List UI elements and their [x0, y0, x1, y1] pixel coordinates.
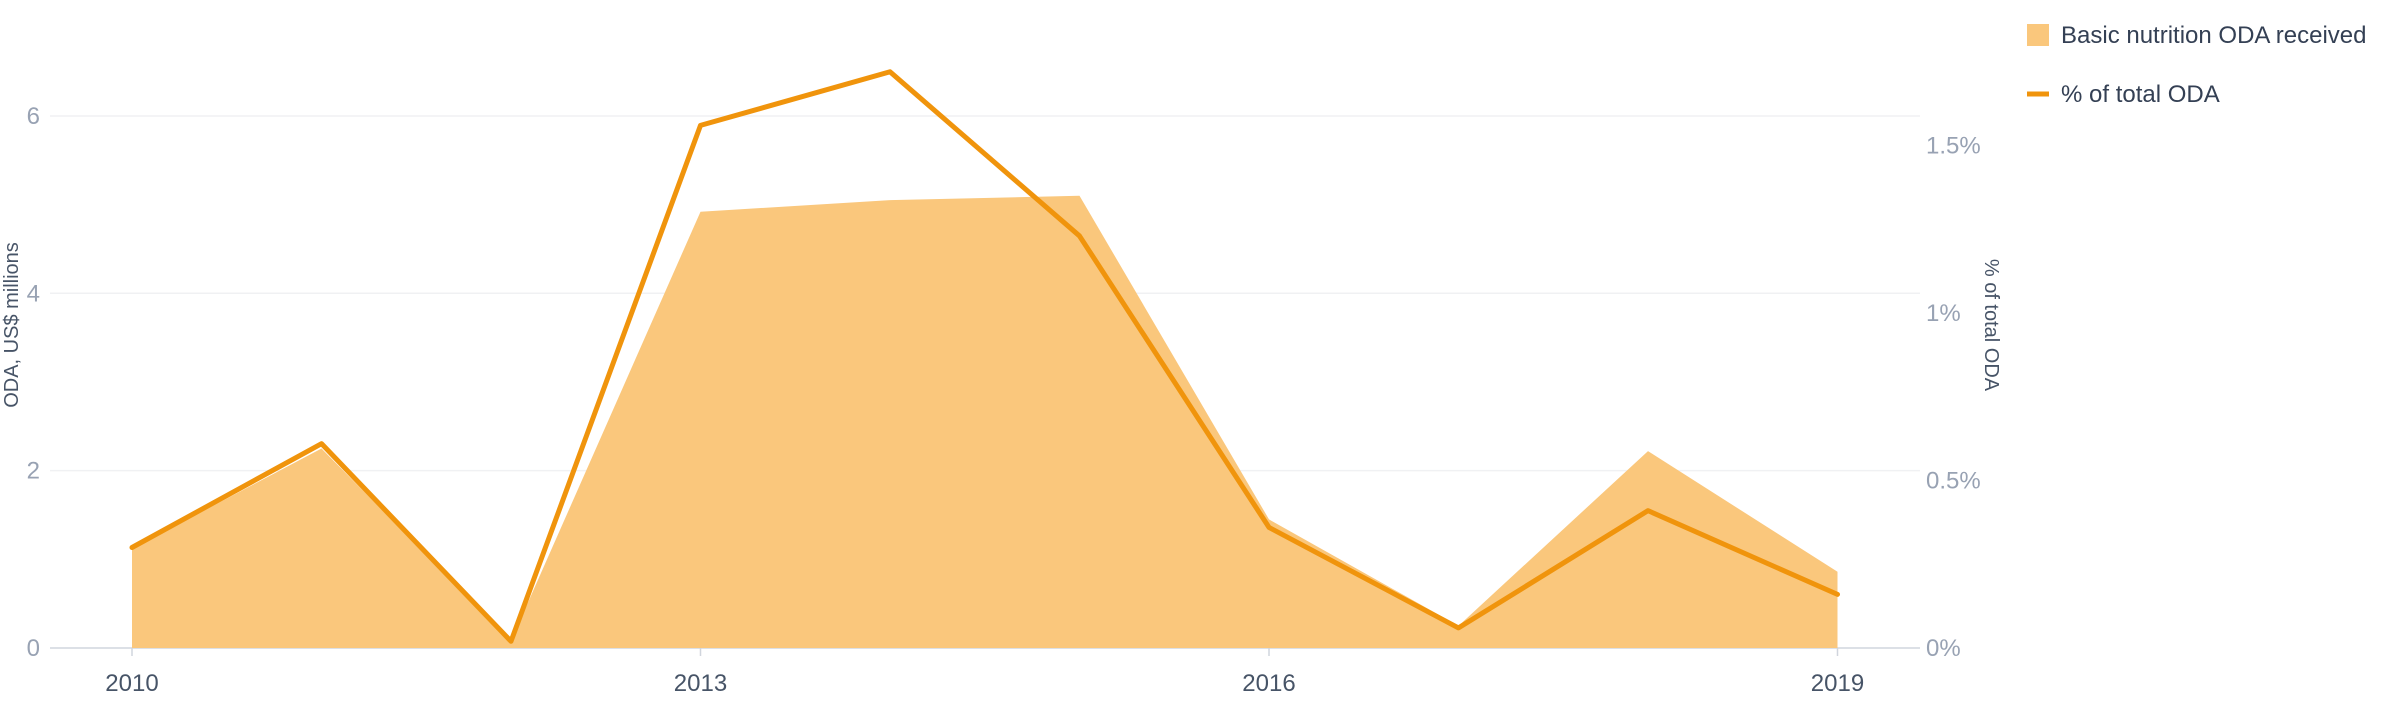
line-series-percent-oda [129, 69, 1840, 644]
legend-item-line[interactable]: % of total ODA [2027, 81, 2220, 108]
legend-item-area[interactable]: Basic nutrition ODA received [2027, 22, 2366, 49]
legend-label-area: Basic nutrition ODA received [2061, 22, 2366, 49]
x-tick-label: 2013 [674, 670, 727, 697]
y-left-tick-label: 0 [27, 635, 40, 662]
y-left-tick-label: 4 [27, 280, 40, 307]
y-axis-left-title: ODA, US$ millions [1, 242, 23, 408]
area-layer [132, 195, 1838, 648]
x-tick-label: 2019 [1811, 670, 1864, 697]
y-right-tick-label: 1.5% [1926, 133, 1981, 160]
y-axis-right-title: % of total ODA [1980, 259, 2002, 392]
axis-layer: ODA, US$ millions % of total ODA 0 2 4 6 0% 0… [1, 103, 2002, 697]
legend-label-line: % of total ODA [2061, 81, 2220, 108]
legend: Basic nutrition ODA received % of total … [2027, 22, 2366, 108]
y-left-tick-label: 2 [27, 458, 40, 485]
y-right-tick-label: 0.5% [1926, 468, 1981, 495]
y-right-tick-label: 0% [1926, 635, 1961, 662]
x-tick-label: 2016 [1242, 670, 1295, 697]
y-right-tick-label: 1% [1926, 300, 1961, 327]
line-layer [129, 69, 1840, 644]
area-series-basic-nutrition [132, 195, 1838, 648]
legend-swatch-area [2027, 24, 2049, 46]
x-tick-label: 2010 [105, 670, 158, 697]
y-left-tick-label: 6 [27, 103, 40, 130]
